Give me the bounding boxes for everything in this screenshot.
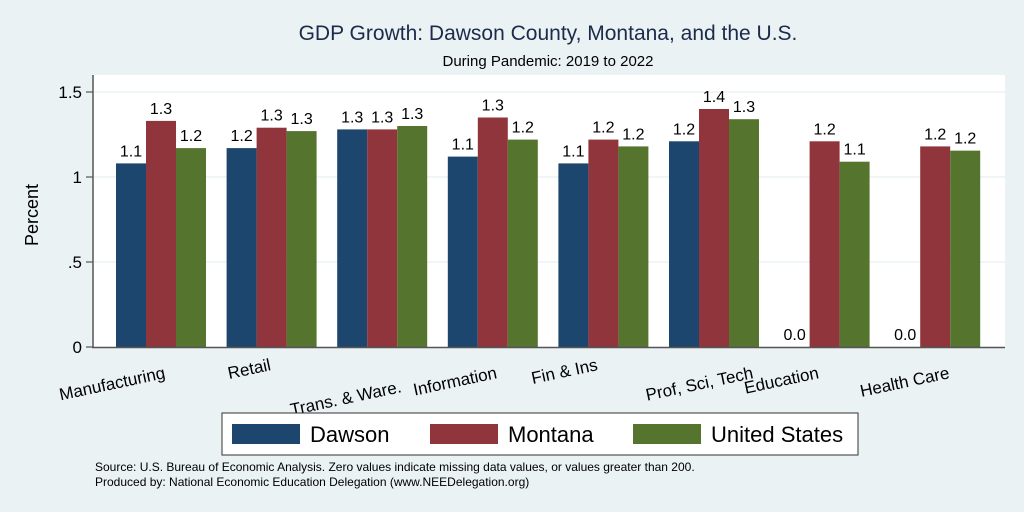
data-label: 1.3 (401, 106, 423, 123)
data-label: 1.2 (180, 128, 202, 145)
data-label: 1.2 (673, 121, 695, 138)
y-tick-label: 1.5 (58, 83, 82, 102)
bar-dawson (669, 141, 699, 347)
y-tick-label: .5 (68, 253, 82, 272)
x-tick-label: Education (743, 363, 821, 397)
legend-label: United States (711, 422, 843, 447)
footer-source: Source: U.S. Bureau of Economic Analysis… (95, 460, 695, 474)
data-label: 1.3 (341, 109, 363, 126)
y-tick-label: 1 (73, 168, 82, 187)
bars (116, 109, 981, 348)
bar-montana (477, 117, 508, 347)
legend-label: Dawson (310, 422, 389, 447)
x-tick-label: Health Care (858, 363, 951, 400)
data-label: 1.3 (260, 108, 282, 125)
bar-united-states (286, 131, 317, 347)
data-label: 1.2 (622, 126, 644, 143)
x-tick-label: Retail (226, 355, 272, 383)
bar-united-states (618, 146, 649, 347)
bar-united-states (950, 150, 981, 347)
y-tick-label: 0 (73, 338, 82, 357)
data-label: 1.1 (452, 137, 474, 154)
chart-title: GDP Growth: Dawson County, Montana, and … (299, 22, 798, 45)
legend-swatch-montana (430, 424, 498, 444)
data-label: 1.2 (230, 128, 252, 145)
legend-swatch-dawson (232, 424, 300, 444)
bar-montana (809, 141, 840, 347)
data-label: 1.1 (843, 142, 865, 159)
data-labels: 1.1 1.3 1.2 1.2 1.3 1.3 1.3 1.3 1.3 1.1 1.3 1.2 1.1 1… (120, 89, 977, 344)
bar-dawson (226, 148, 257, 347)
y-axis-label: Percent (22, 184, 42, 246)
x-tick-label: Information (411, 363, 498, 399)
bar-united-states (507, 139, 538, 347)
bar-montana (699, 109, 729, 347)
bar-united-states (176, 148, 206, 347)
data-label: 1.3 (150, 101, 172, 118)
data-label: 1.2 (592, 120, 614, 137)
data-label: 1.3 (371, 109, 393, 126)
bar-united-states (839, 161, 870, 347)
bar-montana (256, 127, 287, 347)
legend-items: Dawson Montana United States (232, 422, 843, 447)
data-label: 0.0 (783, 327, 805, 344)
x-tick-label: Manufacturing (58, 363, 167, 404)
bar-dawson (116, 163, 146, 347)
bar-montana (920, 146, 951, 347)
chart-subtitle: During Pandemic: 2019 to 2022 (443, 53, 654, 70)
legend (221, 412, 859, 456)
data-label: 1.1 (120, 143, 142, 160)
data-label: 1.2 (512, 120, 534, 137)
legend-swatch-united-states (633, 424, 701, 444)
bar-dawson (558, 163, 589, 347)
data-label: 1.4 (703, 89, 725, 106)
data-label: 1.3 (482, 98, 504, 115)
data-label: 1.3 (290, 111, 312, 128)
bar-united-states (729, 119, 759, 347)
bar-dawson (337, 129, 368, 347)
bar-montana (146, 120, 176, 348)
bar-montana (367, 129, 398, 347)
bar-united-states (397, 126, 428, 347)
data-label: 1.2 (813, 121, 835, 138)
data-label: 1.1 (562, 143, 584, 160)
bar-montana (588, 139, 619, 347)
data-label: 0.0 (894, 327, 916, 344)
legend-label: Montana (508, 422, 594, 447)
footer-producer: Produced by: National Economic Education… (95, 475, 529, 489)
x-tick-label: Fin & Ins (530, 355, 600, 388)
bar-dawson (447, 156, 478, 347)
y-ticks: 0 .5 1 1.5 (58, 83, 93, 357)
x-tick-label: Prof, Sci, Tech (644, 363, 755, 404)
data-label: 1.2 (954, 131, 976, 148)
data-label: 1.2 (924, 126, 946, 143)
data-label: 1.3 (733, 99, 755, 116)
